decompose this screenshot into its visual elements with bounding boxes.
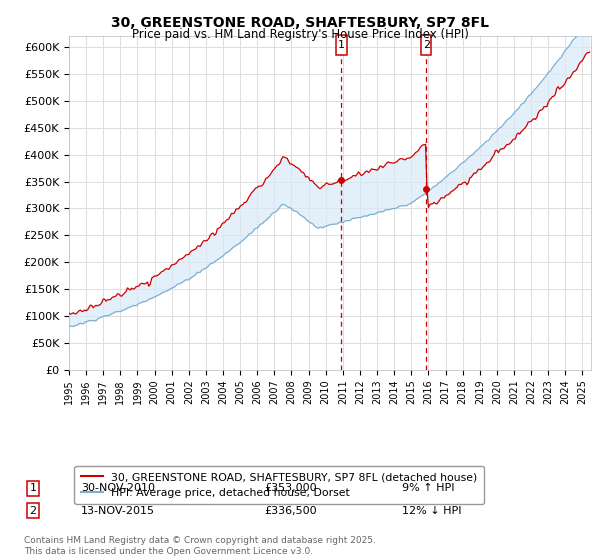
Text: Price paid vs. HM Land Registry's House Price Index (HPI): Price paid vs. HM Land Registry's House … — [131, 28, 469, 41]
Text: 13-NOV-2015: 13-NOV-2015 — [81, 506, 155, 516]
Text: 2: 2 — [423, 40, 430, 50]
Legend: 30, GREENSTONE ROAD, SHAFTESBURY, SP7 8FL (detached house), HPI: Average price, : 30, GREENSTONE ROAD, SHAFTESBURY, SP7 8F… — [74, 466, 484, 504]
Text: 30, GREENSTONE ROAD, SHAFTESBURY, SP7 8FL: 30, GREENSTONE ROAD, SHAFTESBURY, SP7 8F… — [111, 16, 489, 30]
FancyBboxPatch shape — [421, 35, 431, 55]
Text: 12% ↓ HPI: 12% ↓ HPI — [402, 506, 461, 516]
Text: Contains HM Land Registry data © Crown copyright and database right 2025.
This d: Contains HM Land Registry data © Crown c… — [24, 536, 376, 556]
Text: 30-NOV-2010: 30-NOV-2010 — [81, 483, 155, 493]
FancyBboxPatch shape — [336, 35, 347, 55]
Text: 2: 2 — [29, 506, 37, 516]
Text: £353,000: £353,000 — [264, 483, 317, 493]
Text: 1: 1 — [29, 483, 37, 493]
Text: 9% ↑ HPI: 9% ↑ HPI — [402, 483, 455, 493]
Text: 1: 1 — [338, 40, 345, 50]
Text: £336,500: £336,500 — [264, 506, 317, 516]
